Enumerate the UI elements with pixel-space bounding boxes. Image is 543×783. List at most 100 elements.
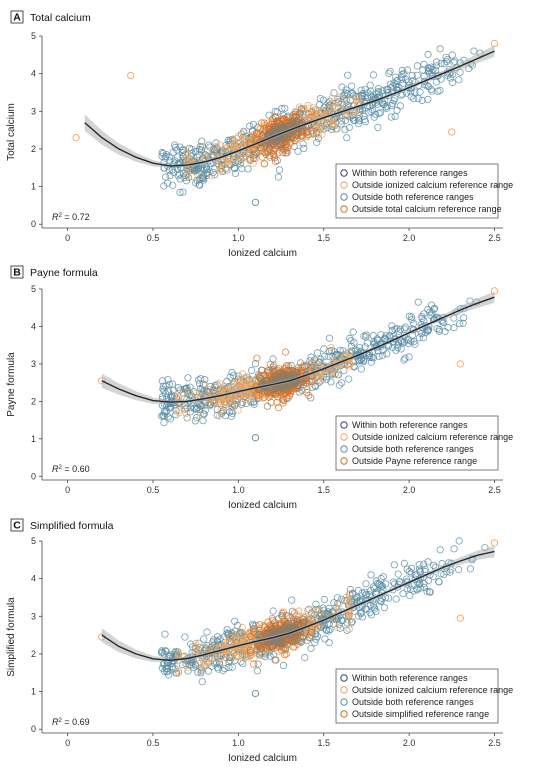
data-point-overlap <box>281 385 290 393</box>
r2-value: = 0.72 <box>62 212 90 222</box>
data-point-outside-ionized <box>313 377 321 386</box>
data-point-outside-ionized <box>228 136 236 144</box>
data-point-outside-both <box>357 365 365 373</box>
data-point-overlap <box>255 373 264 382</box>
data-point-outside-ionized <box>219 384 227 392</box>
data-point-outside-both <box>369 71 377 79</box>
data-point-outside-both <box>382 104 391 113</box>
data-point-outside-both <box>398 66 406 75</box>
data-point-outside-both <box>349 116 358 124</box>
data-point-outside-both <box>343 134 351 142</box>
data-point-outside-both <box>253 667 261 675</box>
data-point-outside-ionized <box>210 385 218 393</box>
data-point-outside-both <box>389 82 397 90</box>
data-point-outside-both <box>426 588 434 596</box>
data-point-overlap <box>284 366 292 375</box>
y-tick-label: 5 <box>31 31 36 41</box>
legend-marker <box>340 433 348 441</box>
data-point-outside-formula <box>307 363 316 371</box>
r2-superscript: 2 <box>59 465 63 471</box>
panel-letter-box <box>10 518 24 532</box>
data-point-outside-both <box>198 402 206 410</box>
data-point-outside-both <box>219 666 227 675</box>
data-point-outside-ionized <box>295 103 304 111</box>
y-tick-label: 4 <box>31 69 36 79</box>
legend-marker <box>340 457 348 465</box>
data-point-outside-both <box>300 144 308 152</box>
panel-title: Total calcium <box>30 12 91 24</box>
data-point-outside-both <box>420 60 428 68</box>
x-tick-label: 0.5 <box>147 485 160 495</box>
data-point-outside-both <box>380 604 388 612</box>
data-point-outside-ionized <box>295 607 303 615</box>
data-point-outside-ionized <box>274 647 282 656</box>
legend-box <box>335 415 499 471</box>
x-axis-label: Ionized calcium <box>228 248 297 259</box>
data-point-outside-both <box>269 607 277 615</box>
data-point-outside-both <box>370 113 378 121</box>
data-point-outside-both <box>403 565 411 573</box>
data-point-outside-ionized <box>205 659 214 667</box>
data-point-outside-ionized <box>345 599 353 607</box>
data-point-outside-formula <box>260 160 268 168</box>
data-point-outside-both <box>200 635 208 643</box>
data-point-outside-both <box>189 663 197 672</box>
data-point-overlap <box>277 140 285 148</box>
data-point-outside-both <box>411 88 419 96</box>
data-point-outside-both <box>203 628 211 636</box>
data-point-outside-ionized <box>300 361 308 369</box>
data-point-outside-formula <box>262 150 270 158</box>
data-point-outside-both <box>375 109 383 118</box>
legend: Within both reference ranges Outside ioni… <box>335 415 513 471</box>
data-point-outside-both <box>454 565 463 574</box>
data-point-outside-both <box>436 546 444 554</box>
data-point-outside-formula <box>308 108 316 116</box>
x-tick-label: 1.5 <box>317 738 330 748</box>
data-point-outside-both <box>248 366 256 374</box>
data-point-outlier <box>456 614 464 622</box>
data-point-outside-both <box>448 51 456 59</box>
data-point-outside-both <box>416 88 424 96</box>
data-point-outside-both <box>360 116 369 124</box>
data-point-outside-formula <box>268 614 276 623</box>
data-point-outside-ionized <box>180 405 189 413</box>
data-point-outside-ionized <box>329 120 337 128</box>
data-point-outside-both <box>456 320 464 328</box>
data-point-outside-ionized <box>175 667 183 675</box>
data-point-outside-both <box>394 343 402 352</box>
data-point-outside-both <box>335 381 343 389</box>
data-point-outside-both <box>195 181 203 189</box>
data-point-outside-both <box>320 595 328 604</box>
data-point-outside-both <box>358 92 367 100</box>
data-point-outside-both <box>383 350 391 358</box>
x-axis-label: Ionized calcium <box>228 753 297 764</box>
data-point-outside-both <box>394 570 402 578</box>
y-tick-label: 3 <box>31 106 36 116</box>
data-point-outside-both <box>420 560 428 568</box>
data-point-outside-both <box>382 103 390 111</box>
data-point-outside-formula <box>274 149 282 157</box>
x-tick-label: 1.5 <box>317 233 330 243</box>
data-point-outside-both <box>420 583 428 592</box>
data-point-outlier <box>456 360 464 368</box>
data-point-outside-ionized <box>313 607 321 615</box>
data-point-outside-both <box>396 102 404 110</box>
data-point-outside-both <box>341 126 349 134</box>
data-point-overlap <box>256 143 264 152</box>
data-point-outside-both <box>159 382 167 390</box>
data-point-outside-formula <box>283 149 291 157</box>
data-point-outside-both <box>455 537 463 545</box>
data-point-outside-ionized <box>224 144 232 152</box>
data-point-outside-both <box>413 585 421 593</box>
data-point-outside-both <box>195 176 203 184</box>
data-point-outside-ionized <box>239 152 247 160</box>
data-point-outside-formula <box>273 398 281 407</box>
data-point-outside-both <box>455 76 463 84</box>
data-point-outside-ionized <box>232 652 240 661</box>
r2-symbol: R <box>52 212 59 222</box>
data-point-outside-both <box>178 660 186 669</box>
data-point-outlier <box>490 539 499 547</box>
data-point-outside-ionized <box>258 652 266 660</box>
data-point-outside-both <box>327 378 335 386</box>
data-point-outside-both <box>158 152 166 160</box>
